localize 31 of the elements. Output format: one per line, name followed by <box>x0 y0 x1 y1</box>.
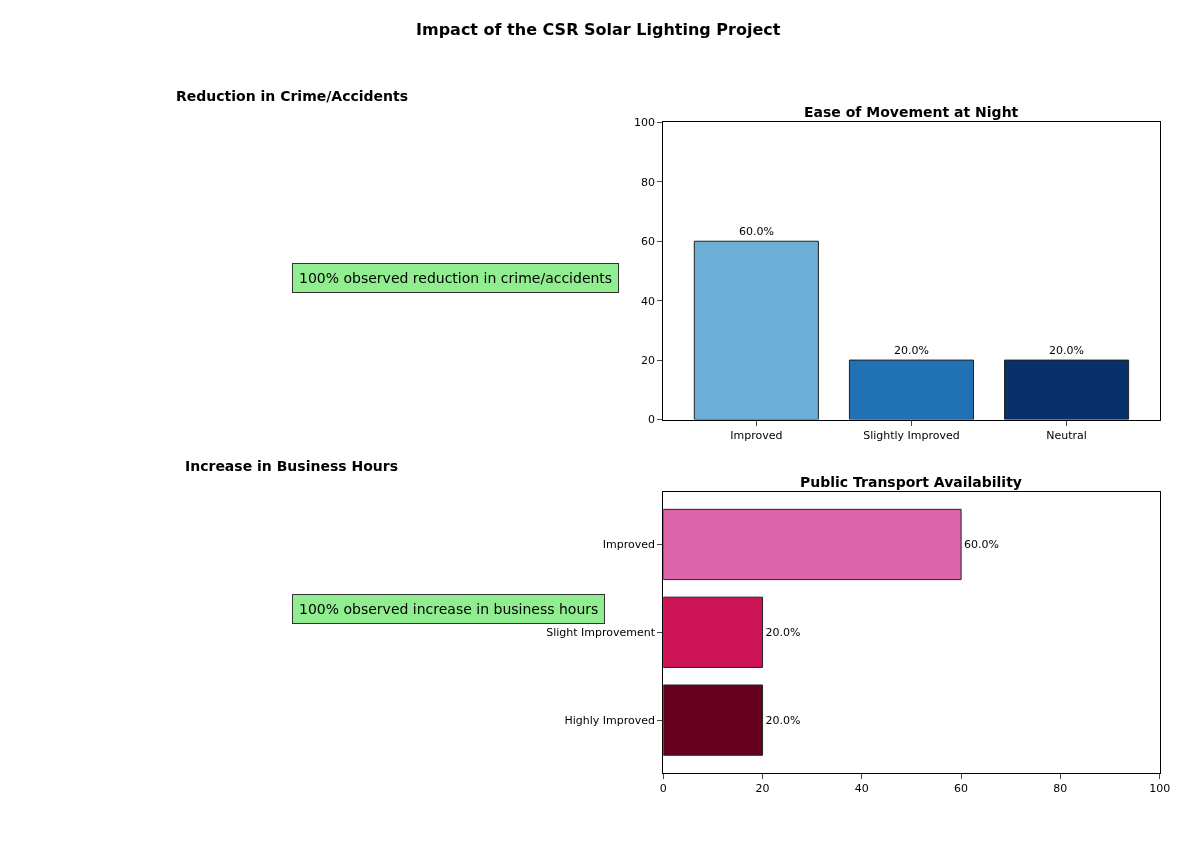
x-tick-label: 40 <box>854 782 869 796</box>
y-tick-label: Slight Improvement <box>546 626 656 640</box>
text: Impact of the CSR Solar Lighting Project <box>416 20 781 39</box>
x-tick-label: 80 <box>1053 782 1068 796</box>
data-label: 60.0% <box>964 537 1000 551</box>
y-tick-label: 20 <box>641 353 656 367</box>
text: 100% observed increase in business hours <box>299 601 599 617</box>
y-tick-label: 40 <box>641 294 656 308</box>
text: 100% observed reduction in crime/accidents <box>299 270 613 286</box>
x-tick-label: 0 <box>659 782 667 796</box>
x-tick-label: 60 <box>954 782 969 796</box>
y-tick-label: Improved <box>602 538 656 552</box>
text: Increase in Business Hours <box>185 458 398 474</box>
y-tick-label: Highly Improved <box>564 713 656 727</box>
y-tick-label: 100 <box>634 116 656 130</box>
y-tick-label: 60 <box>641 235 656 249</box>
data-label: 20.0% <box>765 713 801 727</box>
y-tick-label: 0 <box>648 413 656 427</box>
data-label: 20.0% <box>893 344 929 358</box>
data-label: 20.0% <box>1049 344 1085 358</box>
text: Reduction in Crime/Accidents <box>176 88 409 104</box>
x-tick-label: Slightly Improved <box>863 428 960 442</box>
y-tick-label: 80 <box>641 175 656 189</box>
x-tick-label: Neutral <box>1046 428 1087 442</box>
x-tick-label: 100 <box>1149 782 1171 796</box>
data-label: 60.0% <box>738 225 774 239</box>
chart-title: Public Transport Availability <box>800 474 1022 490</box>
chart-title: Ease of Movement at Night <box>804 104 1019 120</box>
x-tick-label: 20 <box>755 782 770 796</box>
x-tick-label: Improved <box>730 428 783 442</box>
data-label: 20.0% <box>765 625 801 639</box>
